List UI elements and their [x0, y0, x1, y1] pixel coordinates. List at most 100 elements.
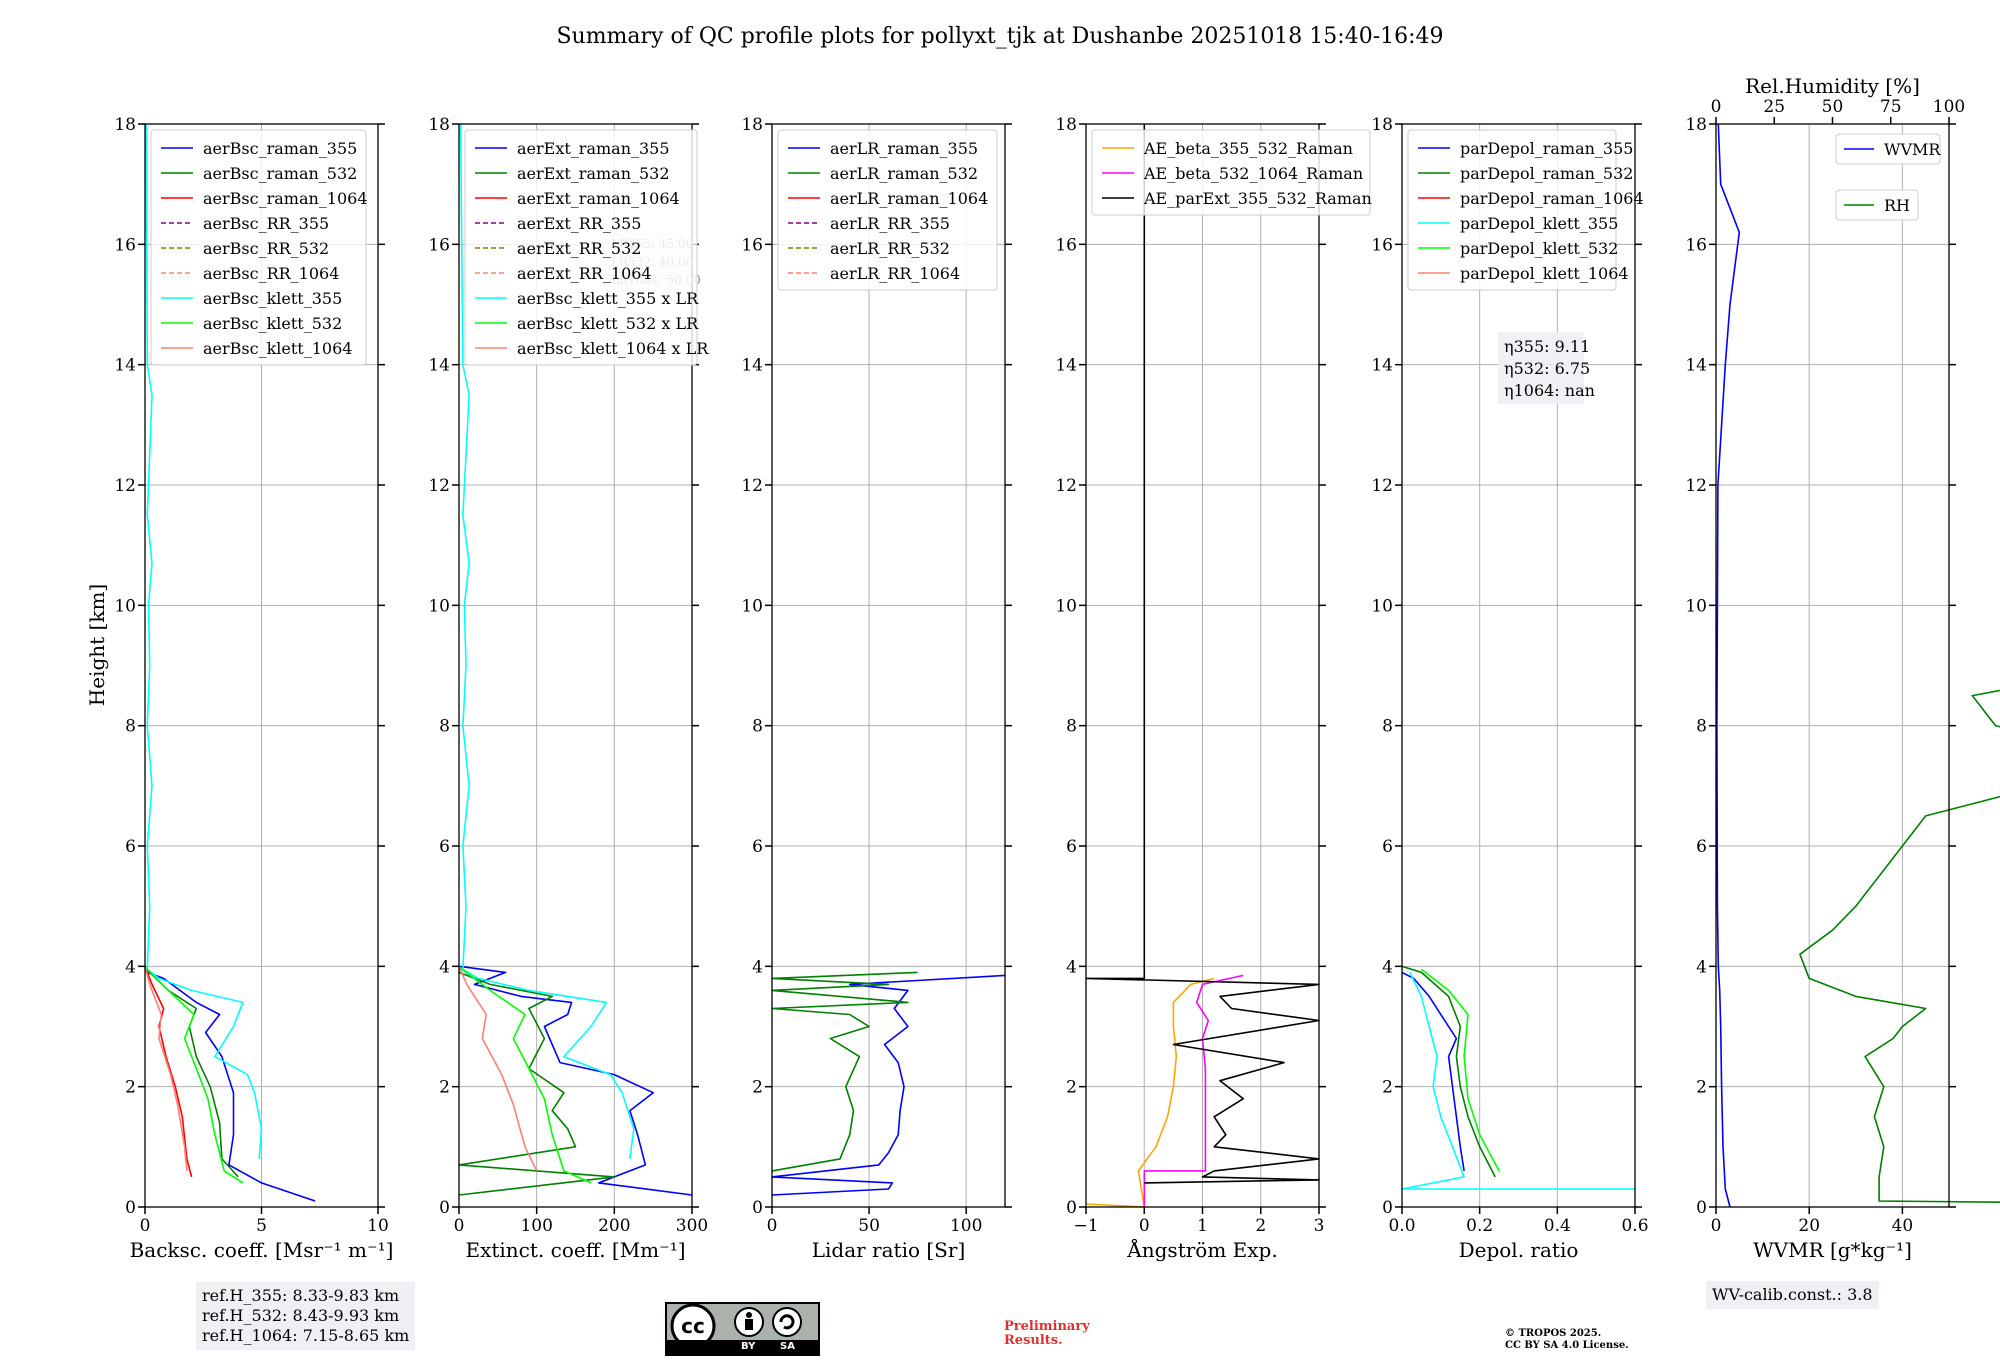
x-tick-label: 1	[1197, 1216, 1208, 1236]
series-line-aerLR_raman_355	[771, 974, 1006, 1196]
x-axis-label: Lidar ratio [Sr]	[812, 1238, 966, 1262]
y-tick-label: 18	[1371, 115, 1393, 135]
series-line-RH	[1799, 689, 2000, 1203]
legend-WVMR: WVMR	[1835, 133, 1941, 165]
legend-label: aerExt_raman_1064	[517, 189, 680, 208]
x-axis-label: Backsc. coeff. [Msr⁻¹ m⁻¹]	[130, 1238, 394, 1262]
cc-icon: cc	[670, 1304, 802, 1340]
y-tick-label: 4	[1382, 957, 1393, 977]
series-group	[771, 971, 1006, 1196]
y-tick-label: 8	[125, 717, 136, 737]
series-line-WVMR	[1716, 123, 1741, 1208]
y-tick-label: 8	[752, 717, 763, 737]
y-tick-label: 18	[1685, 115, 1707, 135]
panel-depol: 0 2 4 6 8 10 12 14 16 18 0.0 0.2 0.4 0.6 Depol. ratio η…	[1371, 115, 1648, 1262]
x-tick-label: 0.0	[1388, 1216, 1415, 1236]
copyright-note: © TROPOS 2025. CC BY SA 4.0 License.	[1505, 1328, 1629, 1352]
legend-label: aerLR_raman_355	[830, 139, 978, 158]
top-x-tick-label: 50	[1822, 97, 1844, 117]
legend-label: parDepol_klett_532	[1460, 239, 1618, 258]
y-tick-label: 6	[752, 837, 763, 857]
y-tick-label: 8	[1382, 717, 1393, 737]
legend-frame	[1835, 133, 1941, 165]
y-tick-label: 2	[125, 1078, 136, 1098]
y-tick-label: 2	[752, 1078, 763, 1098]
y-tick-label: 8	[1066, 717, 1077, 737]
y-tick-label: 4	[439, 957, 450, 977]
legend-frame	[1835, 189, 1919, 221]
legend-label: aerBsc_klett_1064	[203, 339, 352, 358]
legend-label: aerExt_raman_532	[517, 164, 670, 183]
series-line-aerBsc_klett_355	[145, 123, 263, 1159]
legend: aerLR_raman_355 aerLR_raman_532 aerLR_rama…	[777, 129, 998, 291]
x-axis-label: Extinct. coeff. [Mm⁻¹]	[465, 1238, 685, 1262]
x-tick-label: 0	[1139, 1216, 1150, 1236]
series-line-parDepol_klett_355	[1401, 972, 1635, 1190]
y-tick-label: 12	[1055, 476, 1077, 496]
legend-label: aerBsc_raman_1064	[203, 189, 368, 208]
y-tick-label: 10	[428, 596, 450, 616]
y-tick-label: 12	[114, 476, 136, 496]
legend-frame	[777, 129, 998, 291]
legend-frame	[464, 129, 698, 366]
y-tick-label: 2	[1066, 1078, 1077, 1098]
legend-frame	[1091, 129, 1371, 216]
legend-label: aerBsc_klett_1064 x LR	[517, 339, 709, 358]
y-tick-label: 18	[428, 115, 450, 135]
cc-sa-label: SA	[780, 1341, 795, 1352]
y-tick-label: 12	[741, 476, 763, 496]
y-tick-label: 6	[1696, 837, 1707, 857]
legend-label: parDepol_klett_1064	[1460, 264, 1629, 283]
svg-text:cc: cc	[681, 1314, 705, 1338]
series-line-aerBsc_raman_1064	[144, 966, 193, 1178]
y-tick-label: 16	[1055, 235, 1077, 255]
y-tick-label: 14	[428, 356, 450, 376]
cc-license-badge: cc BY SA	[665, 1302, 820, 1356]
series-group	[458, 123, 693, 1196]
y-axis-label: Height [km]	[85, 584, 109, 706]
x-tick-label: 20	[1798, 1216, 1820, 1236]
legend-label: AE_beta_532_1064_Raman	[1143, 164, 1363, 183]
ref-height-355: ref.H_355: 8.33-9.83 km	[202, 1286, 400, 1305]
legend-frame	[1407, 129, 1617, 291]
figure-title: Summary of QC profile plots for pollyxt_…	[556, 24, 1443, 49]
preliminary-note: Preliminary Results.	[1004, 1320, 1090, 1348]
top-x-tick-label: 25	[1763, 97, 1785, 117]
y-tick-label: 10	[1685, 596, 1707, 616]
series-line-AE_beta_532_1064_Raman	[1143, 974, 1244, 1207]
x-tick-label: 0.6	[1621, 1216, 1648, 1236]
series-group	[1716, 123, 2000, 1208]
y-tick-label: 4	[1696, 957, 1707, 977]
annotation-text: η532: 6.75	[1504, 359, 1590, 378]
y-tick-label: 6	[1066, 837, 1077, 857]
legend-RH: RH	[1835, 189, 1919, 221]
series-line-aerBsc_klett_355 x LR	[459, 123, 635, 1160]
x-tick-label: 50	[858, 1216, 880, 1236]
top-x-tick-label: 0	[1711, 97, 1722, 117]
series-line-aerBsc_raman_355	[144, 966, 316, 1202]
legend: aerBsc_raman_355 aerBsc_raman_532 aerBsc_r…	[150, 129, 368, 366]
x-tick-label: 2	[1255, 1216, 1266, 1236]
axes-frame	[458, 123, 693, 1208]
legend-label: aerBsc_RR_1064	[203, 264, 339, 283]
x-tick-label: 5	[256, 1216, 267, 1236]
legend-label: aerBsc_RR_532	[203, 239, 329, 258]
y-tick-label: 6	[439, 837, 450, 857]
legend-label: parDepol_raman_355	[1460, 139, 1633, 158]
y-tick-label: 0	[1696, 1198, 1707, 1218]
y-tick-label: 14	[1371, 356, 1393, 376]
y-tick-label: 18	[1055, 115, 1077, 135]
series-group	[1401, 965, 1635, 1190]
x-tick-label: 200	[598, 1216, 630, 1236]
legend-label: parDepol_raman_1064	[1460, 189, 1644, 208]
series-line-aerBsc_klett_1064	[144, 966, 188, 1171]
ref-height-1064: ref.H_1064: 7.15-8.65 km	[202, 1326, 410, 1345]
y-tick-label: 10	[1055, 596, 1077, 616]
series-line-aerBsc_klett_532 x LR	[458, 965, 592, 1184]
legend-label: aerLR_raman_532	[830, 164, 978, 183]
x-tick-label: 10	[367, 1216, 389, 1236]
y-tick-label: 18	[741, 115, 763, 135]
